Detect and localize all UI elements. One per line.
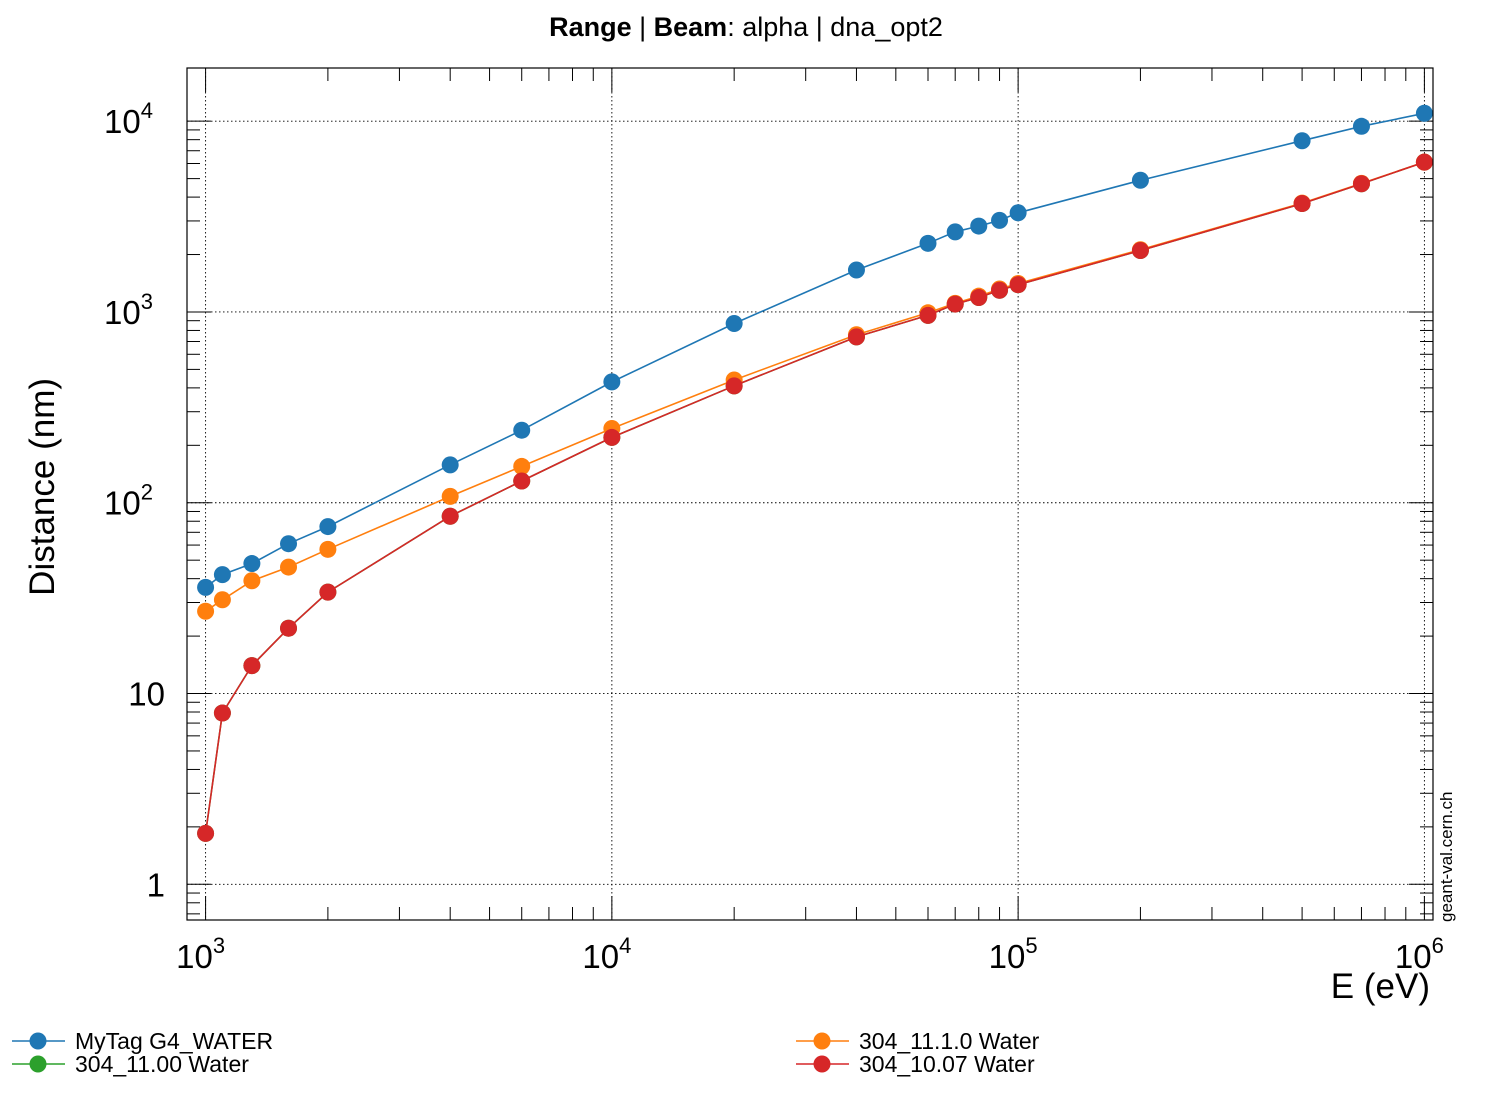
- data-point: [1131, 241, 1149, 259]
- y-tick-label: 104: [104, 98, 153, 140]
- data-point: [919, 306, 937, 324]
- data-point: [1415, 104, 1433, 122]
- title-separator: |: [632, 12, 654, 42]
- data-point: [919, 234, 937, 252]
- series-line: [204, 161, 1425, 834]
- data-point: [243, 657, 261, 675]
- legend-label: 304_10.07 Water: [859, 1051, 1035, 1077]
- data-point: [513, 472, 531, 490]
- chart-title: Range | Beam: alpha | dna_opt2: [549, 12, 943, 42]
- legend-item: MyTag G4_WATER: [12, 1028, 273, 1054]
- data-point: [280, 535, 298, 553]
- data-point: [213, 566, 231, 584]
- title-part-range: Range: [549, 12, 632, 42]
- data-point: [946, 295, 964, 313]
- data-point: [213, 591, 231, 609]
- data-point: [319, 540, 337, 558]
- axis-ticks: [186, 68, 1433, 920]
- legend-marker: [29, 1032, 47, 1050]
- data-point: [1293, 195, 1311, 213]
- series-0: [197, 104, 1433, 596]
- data-point: [847, 328, 865, 346]
- data-point: [280, 619, 298, 637]
- series-line: [205, 161, 1425, 612]
- data-point: [441, 487, 459, 505]
- data-point: [847, 261, 865, 279]
- data-point: [197, 824, 215, 842]
- data-point: [725, 377, 743, 395]
- data-point: [725, 315, 743, 333]
- watermark-text: geant-val.cern.ch: [1437, 792, 1456, 922]
- data-point: [243, 555, 261, 573]
- legend-label: 304_11.1.0 Water: [859, 1028, 1040, 1054]
- data-point: [243, 572, 261, 590]
- data-point: [441, 456, 459, 474]
- legend-label: MyTag G4_WATER: [75, 1028, 273, 1054]
- y-tick-label: 102: [104, 480, 153, 522]
- data-point: [441, 507, 459, 525]
- title-part-rest: : alpha | dna_opt2: [727, 12, 943, 42]
- data-point: [513, 457, 531, 475]
- legend-label: 304_11.00 Water: [75, 1051, 249, 1077]
- legend-marker: [29, 1055, 47, 1073]
- plot-frame: [186, 67, 1434, 921]
- data-point: [991, 211, 1009, 229]
- x-tick-label: 104: [582, 933, 631, 975]
- legend-marker: [813, 1032, 831, 1050]
- data-point: [1352, 117, 1370, 135]
- series-lines: [197, 104, 1433, 842]
- data-point: [1009, 276, 1027, 294]
- data-point: [1352, 175, 1370, 193]
- data-point: [991, 281, 1009, 299]
- data-point: [513, 421, 531, 439]
- x-tick-label: 106: [1395, 933, 1444, 975]
- title-part-beam: Beam: [654, 12, 728, 42]
- legend-item: 304_11.00 Water: [12, 1051, 249, 1077]
- grid-lines: [187, 68, 1433, 920]
- data-point: [970, 289, 988, 307]
- y-axis-title: Distance (nm): [23, 378, 62, 596]
- legend-item: 304_11.1.0 Water: [796, 1028, 1040, 1054]
- y-tick-label: 1: [147, 866, 165, 903]
- data-point: [319, 583, 337, 601]
- tick-labels: 103 104 105 106 1 10 102 103 104: [104, 98, 1444, 975]
- series-2: [197, 153, 1433, 620]
- data-point: [1131, 171, 1149, 189]
- data-point: [280, 558, 298, 576]
- data-point: [197, 602, 215, 620]
- data-point: [1009, 204, 1027, 222]
- data-point: [970, 217, 988, 235]
- series-3: [197, 153, 1433, 842]
- data-point: [946, 223, 964, 241]
- y-tick-label: 10: [128, 676, 165, 713]
- data-point: [213, 704, 231, 722]
- data-point: [197, 578, 215, 596]
- data-point: [603, 428, 621, 446]
- y-tick-label: 103: [104, 289, 153, 331]
- legend-marker: [813, 1055, 831, 1073]
- series-line: [204, 161, 1425, 834]
- series-1: [197, 153, 1433, 842]
- x-axis-title: E (eV): [1331, 967, 1430, 1006]
- x-tick-label: 105: [989, 933, 1038, 975]
- data-point: [319, 518, 337, 536]
- x-tick-label: 103: [176, 933, 225, 975]
- data-point: [1415, 153, 1433, 171]
- data-point: [603, 373, 621, 391]
- data-point: [1293, 132, 1311, 150]
- legend-item: 304_10.07 Water: [796, 1051, 1035, 1077]
